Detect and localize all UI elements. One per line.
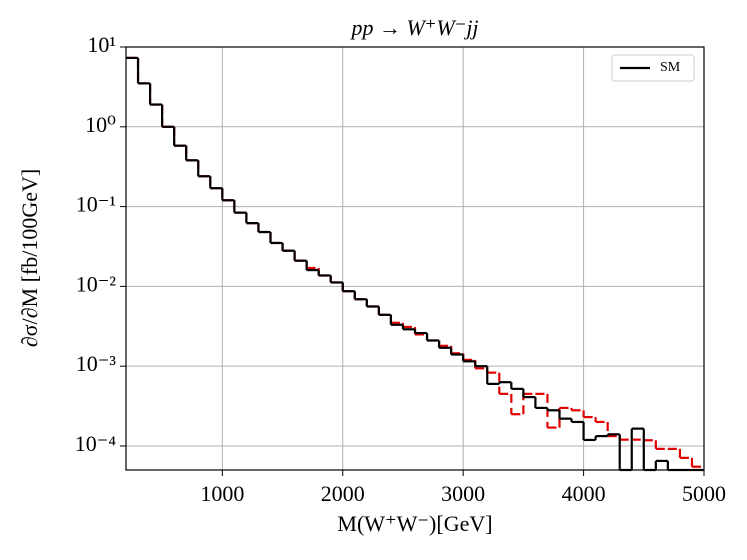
x-tick-label: 5000	[682, 481, 726, 506]
y-tick-label: 10⁰	[85, 112, 116, 137]
x-tick-label: 2000	[321, 481, 365, 506]
y-tick-label: 10⁻⁴	[75, 431, 117, 456]
legend-box	[611, 54, 695, 82]
y-tick-label: 10⁻²	[76, 271, 117, 296]
y-tick-label: 10⁻¹	[76, 192, 116, 217]
x-tick-label: 3000	[441, 481, 485, 506]
x-axis-label: M(W⁺W⁻)[GeV]	[337, 511, 492, 536]
chart-title: pp → W⁺W⁻jj	[349, 15, 478, 40]
x-tick-label: 4000	[562, 481, 606, 506]
legend-label: SM	[660, 60, 681, 75]
x-tick-label: 1000	[200, 481, 244, 506]
y-tick-label: 10¹	[87, 32, 116, 57]
plot-frame	[125, 46, 705, 471]
y-tick-label: 10⁻³	[76, 351, 117, 376]
y-axis-label: ∂σ/∂M [fb/100GeV]	[17, 169, 42, 347]
